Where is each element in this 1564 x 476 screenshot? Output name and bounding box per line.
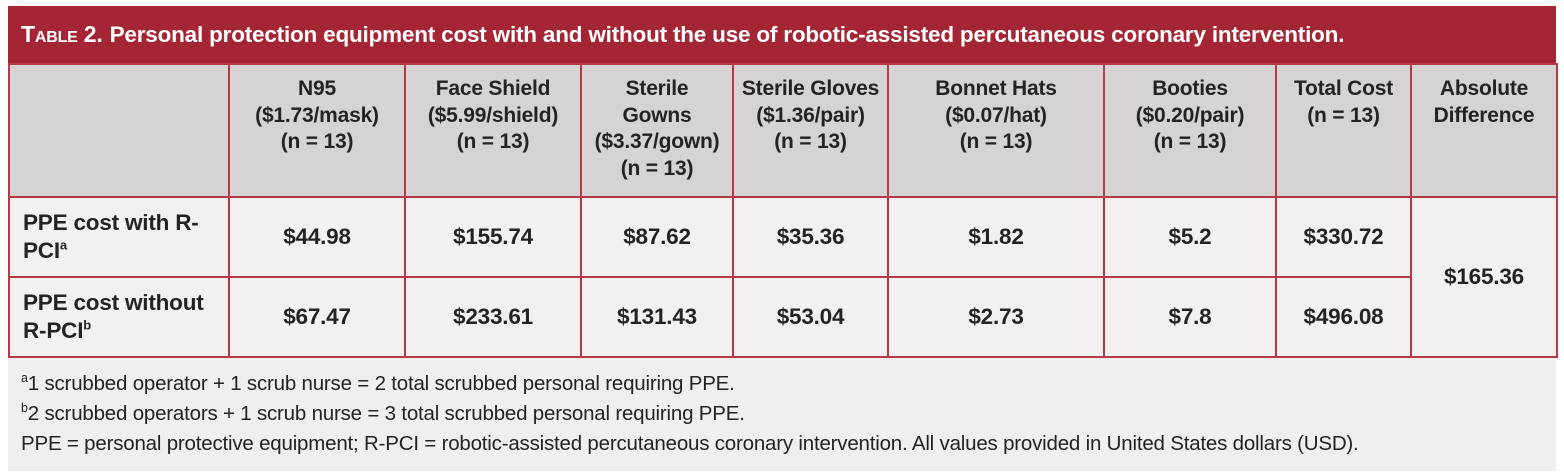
column-header-booties: Booties ($0.20/pair) (n = 13) (1103, 63, 1277, 198)
cost-cell-total-with: $330.72 (1275, 196, 1412, 278)
column-header-sterile-gloves: Sterile Gloves ($1.36/pair) (n = 13) (732, 63, 889, 198)
table-footnotes: a1 scrubbed operator + 1 scrub nurse = 2… (8, 358, 1556, 471)
column-header-absolute-difference: Absolute Difference (1410, 63, 1558, 198)
cost-cell-sterile-gloves-with: $35.36 (732, 196, 889, 278)
row-label-text: PPE cost without R-PCI (23, 290, 204, 343)
header-row: N95 ($1.73/mask) (n = 13) Face Shield ($… (8, 63, 1558, 198)
footnote-marker-b: b (83, 317, 91, 333)
column-header-bonnet-hats: Bonnet Hats ($0.07/hat) (n = 13) (887, 63, 1105, 198)
column-header-total-cost: Total Cost (n = 13) (1275, 63, 1412, 198)
cost-cell-sterile-gowns-without: $131.43 (580, 276, 734, 358)
table-row-without-rpci: PPE cost without R-PCIb $67.47 $233.61 $… (8, 276, 1557, 358)
table-title-bar: table 2. Personal protection equipment c… (8, 6, 1556, 63)
cost-cell-total-without: $496.08 (1275, 276, 1412, 358)
row-label-ppe-without-rpci: PPE cost without R-PCIb (8, 276, 230, 358)
row-label-text: PPE cost with R-PCI (23, 210, 199, 263)
column-header-empty (8, 63, 230, 198)
column-header-sterile-gowns: Sterile Gowns ($3.37/gown) (n = 13) (580, 63, 734, 198)
cost-cell-booties-with: $5.2 (1103, 196, 1277, 278)
cost-cell-n95-with: $44.98 (228, 196, 406, 278)
column-header-n95: N95 ($1.73/mask) (n = 13) (228, 63, 406, 198)
footnote-a-text: 1 scrubbed operator + 1 scrub nurse = 2 … (27, 372, 735, 395)
table-number-label: table 2. (21, 21, 103, 47)
column-header-face-shield: Face Shield ($5.99/shield) (n = 13) (404, 63, 582, 198)
cost-cell-face-shield-with: $155.74 (404, 196, 582, 278)
cost-cell-sterile-gloves-without: $53.04 (732, 276, 889, 358)
table-row-with-rpci: PPE cost with R-PCIa $44.98 $155.74 $87.… (8, 196, 1558, 358)
table-title: Personal protection equipment cost with … (109, 21, 1345, 47)
row-label-ppe-with-rpci: PPE cost with R-PCIa (8, 196, 230, 278)
footnote-a-marker: a (21, 371, 28, 386)
cost-cell-face-shield-without: $233.61 (404, 276, 582, 358)
table-figure: table 2. Personal protection equipment c… (8, 6, 1558, 471)
footnote-b: b2 scrubbed operators + 1 scrub nurse = … (21, 399, 1540, 429)
footnote-abbreviations: PPE = personal protective equipment; R-P… (21, 429, 1540, 459)
footnote-a: a1 scrubbed operator + 1 scrub nurse = 2… (21, 369, 1540, 399)
cost-cell-bonnet-hats-without: $2.73 (887, 276, 1105, 358)
absolute-difference-cell: $165.36 (1410, 196, 1558, 358)
cost-cell-booties-without: $7.8 (1103, 276, 1277, 358)
cost-cell-bonnet-hats-with: $1.82 (887, 196, 1105, 278)
cost-cell-sterile-gowns-with: $87.62 (580, 196, 734, 278)
footnote-b-text: 2 scrubbed operators + 1 scrub nurse = 3… (27, 402, 745, 425)
footnote-b-marker: b (21, 401, 28, 416)
ppe-cost-table: N95 ($1.73/mask) (n = 13) Face Shield ($… (8, 63, 1558, 358)
footnote-marker-a: a (59, 237, 67, 253)
cost-cell-n95-without: $67.47 (228, 276, 406, 358)
footnote-abbreviations-text: PPE = personal protective equipment; R-P… (21, 432, 1359, 455)
